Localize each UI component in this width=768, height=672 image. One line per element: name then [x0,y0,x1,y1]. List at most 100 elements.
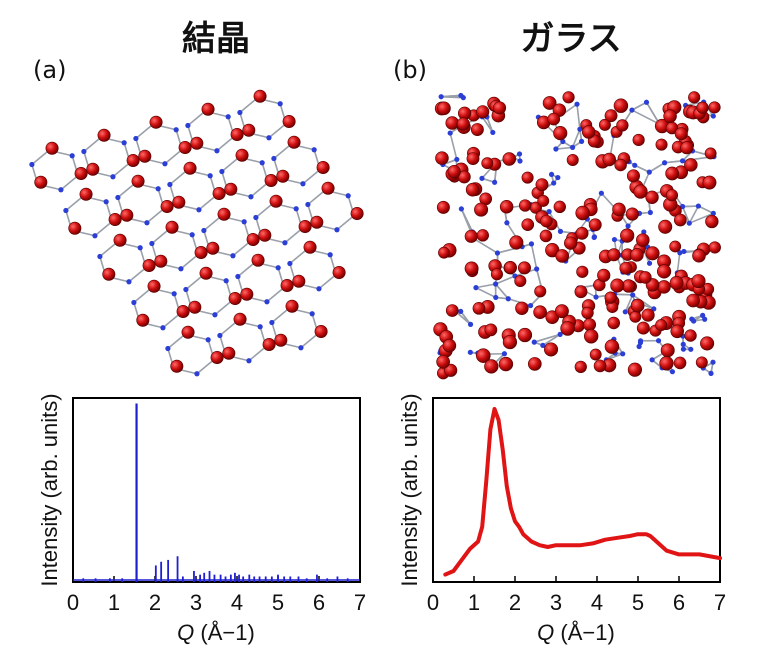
silicon-atom [327,252,333,258]
silicon-atom [194,371,200,377]
bond [167,333,186,350]
silicon-atom [438,94,444,100]
silicon-atom [219,168,225,175]
oxygen-atom [684,329,697,342]
oxygen-atom [246,233,260,247]
oxygen-atom [612,202,626,217]
silicon-atom [121,140,127,146]
oxygen-atom [138,149,152,163]
silicon-atom [259,160,265,166]
bond [495,275,516,285]
silicon-atom [155,186,161,192]
oxygen-atom [170,359,184,373]
oxygen-atom [547,112,561,126]
silicon-atom [646,260,653,266]
oxygen-atom [298,220,312,234]
silicon-atom [275,265,281,271]
silicon-atom [680,346,687,352]
oxygen-atom [673,356,687,370]
oxygen-atom [553,200,566,213]
silicon-atom [534,266,540,272]
x-tick-label: 6 [313,590,325,615]
silicon-atom [133,135,139,142]
oxygen-atom [641,308,655,322]
oxygen-atom [533,305,547,320]
oxygen-atom [97,128,111,142]
x-axis-symbol-b: Q [537,620,554,645]
oxygen-atom [704,147,717,160]
bond [60,174,79,191]
oxygen-atom [537,194,550,207]
bond [542,333,561,347]
bond [648,162,666,173]
x-axis-unit-b: (Å−1) [560,620,614,645]
oxygen-atom [708,101,721,114]
silicon-atom [643,99,650,105]
silicon-atom [185,122,191,129]
silicon-atom [630,292,636,298]
oxygen-atom [210,351,224,365]
bond [631,101,647,111]
silicon-atom [253,214,259,221]
oxygen-atom [517,327,533,343]
bond [460,208,474,233]
oxygen-atom [476,229,489,242]
silicon-atom [287,260,293,267]
bond [232,240,251,257]
bond [216,135,235,152]
oxygen-atom [655,319,668,332]
silicon-atom [651,306,657,312]
oxygen-atom [542,96,557,110]
oxygen-atom [86,162,100,176]
bond [185,274,204,291]
oxygen-atom [696,101,709,114]
silicon-atom [173,127,179,133]
silicon-atom [230,253,236,259]
silicon-atom [695,203,701,209]
bond [645,101,661,125]
silicon-atom [277,101,283,107]
oxygen-atom [228,292,242,306]
oxygen-atom [680,141,694,155]
silicon-atom [345,193,351,199]
x-tick-label: 1 [468,590,480,615]
oxygen-atom [521,171,534,184]
bond [271,307,290,324]
bond [336,214,355,231]
oxygen-atom [566,154,579,167]
oxygen-atom [692,248,706,263]
oxygen-atom [126,154,140,168]
oxygen-atom [436,354,450,369]
oxygen-atom [154,254,168,268]
oxygen-atom [583,329,599,344]
y-axis-label-b: Intensity (arb. units) [397,393,422,586]
oxygen-atom [172,195,186,209]
oxygen-atom [165,220,179,234]
silicon-atom [92,233,98,239]
x-tick-label: 7 [354,590,366,615]
silicon-atom [686,220,692,226]
crystal-structure-image [29,89,364,377]
oxygen-atom [509,235,524,250]
silicon-atom [494,250,501,256]
oxygen-atom [201,102,215,116]
oxygen-atom [636,321,650,335]
oxygen-atom [240,287,254,301]
oxygen-atom [625,207,639,221]
oxygen-atom [217,207,231,221]
silicon-atom [160,325,166,331]
oxygen-atom [466,152,480,166]
bond [530,243,538,270]
silicon-atom [248,194,254,200]
silicon-atom [493,281,499,287]
oxygen-atom [230,128,244,142]
oxygen-atom [287,135,301,149]
oxygen-atom [188,300,202,314]
silicon-atom [115,194,121,201]
oxygen-atom [560,321,575,336]
oxygen-atom [456,117,470,131]
silicon-atom [241,219,247,225]
oxygen-atom [575,205,590,221]
oxygen-atom [629,310,642,323]
